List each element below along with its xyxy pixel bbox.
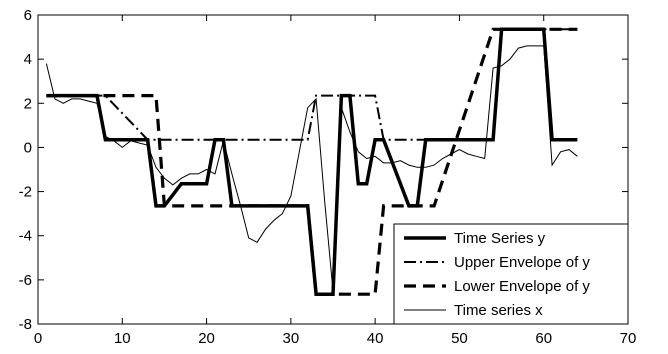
legend-label-time-series-y: Time Series y bbox=[454, 230, 546, 247]
y-tick-label: 2 bbox=[24, 95, 32, 112]
legend-label-upper-envelope-of-y: Upper Envelope of y bbox=[454, 254, 590, 271]
x-tick-label: 0 bbox=[34, 330, 42, 347]
legend: Time Series y Upper Envelope of y Lower En… bbox=[393, 223, 629, 325]
y-tick-label: -2 bbox=[19, 184, 32, 201]
x-tick-label: 40 bbox=[367, 330, 384, 347]
x-tick-label: 10 bbox=[114, 330, 131, 347]
legend-box bbox=[393, 223, 629, 325]
y-tick-label: 0 bbox=[24, 139, 32, 156]
legend-label-lower-envelope-of-y: Lower Envelope of y bbox=[454, 278, 590, 295]
series-line-lower-envelope-of-y bbox=[46, 27, 578, 296]
y-tick-label: 6 bbox=[24, 7, 32, 24]
series-line-time-series-y bbox=[46, 27, 578, 296]
y-tick-label: 4 bbox=[24, 51, 32, 68]
legend-label-time-series-x: Time series x bbox=[454, 302, 543, 319]
axes-frame bbox=[37, 14, 629, 325]
series-line-upper-envelope-of-y bbox=[46, 28, 578, 141]
x-tick-label: 60 bbox=[535, 330, 552, 347]
x-tick-label: 20 bbox=[198, 330, 215, 347]
y-tick-label: -6 bbox=[19, 272, 32, 289]
x-tick-label: 70 bbox=[620, 330, 637, 347]
x-tick-label: 30 bbox=[283, 330, 300, 347]
x-tick-label: 50 bbox=[451, 330, 468, 347]
plot-area bbox=[37, 14, 629, 325]
y-tick-label: -8 bbox=[19, 316, 32, 333]
series-line-time-series-x bbox=[45, 45, 578, 291]
y-tick-label: -4 bbox=[19, 228, 32, 245]
